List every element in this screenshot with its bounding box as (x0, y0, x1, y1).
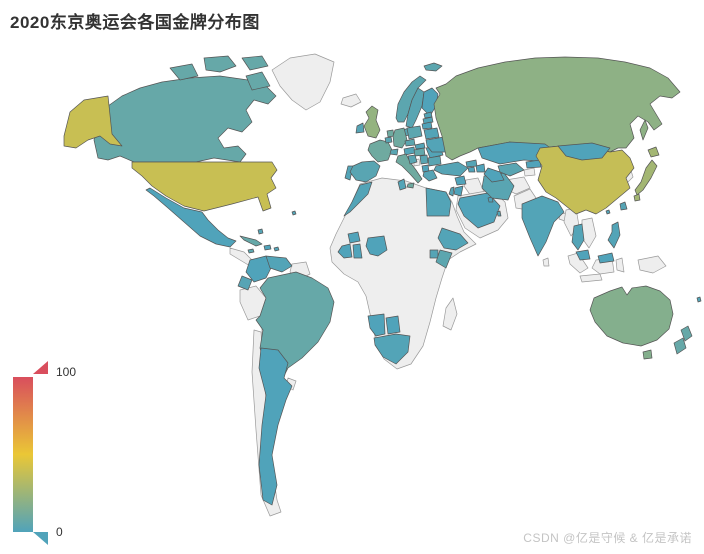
country-new-zealand-south[interactable] (673, 337, 687, 355)
country-uganda[interactable] (429, 249, 439, 259)
country-croatia[interactable] (407, 154, 418, 165)
country-new-zealand-north[interactable] (680, 325, 693, 342)
watermark-text: CSDN @亿是守候 & 亿是承诺 (523, 531, 692, 545)
region-new-guinea[interactable] (637, 255, 667, 274)
country-russia-sakhalin[interactable] (639, 119, 649, 141)
country-philippines[interactable] (607, 221, 621, 249)
country-norway[interactable] (395, 75, 427, 123)
country-belgium[interactable] (384, 136, 393, 144)
visualmap-gradient-bar[interactable] (13, 377, 33, 532)
country-nigeria[interactable] (365, 235, 388, 257)
country-russia[interactable] (433, 56, 681, 161)
country-united-kingdom[interactable] (363, 105, 381, 139)
country-fiji[interactable] (696, 296, 702, 303)
country-botswana[interactable] (385, 315, 401, 335)
country-argentina[interactable] (258, 347, 293, 506)
country-serbia[interactable] (419, 154, 429, 165)
country-ireland[interactable] (355, 122, 365, 134)
region-sri-lanka[interactable] (542, 257, 550, 267)
country-italy[interactable] (395, 153, 423, 184)
country-australia-tasmania[interactable] (642, 349, 653, 360)
country-namibia[interactable] (367, 313, 386, 337)
country-canada-arctic-1[interactable] (169, 63, 199, 81)
country-belarus[interactable] (423, 127, 440, 140)
country-puerto-rico[interactable] (273, 246, 280, 252)
country-mexico[interactable] (145, 187, 237, 248)
country-greece[interactable] (422, 169, 438, 182)
country-india[interactable] (521, 195, 565, 257)
country-israel[interactable] (448, 186, 455, 197)
country-kyrgyzstan[interactable] (525, 159, 542, 169)
country-dominican-republic[interactable] (263, 244, 272, 251)
country-egypt[interactable] (425, 187, 452, 217)
country-kuwait[interactable] (487, 196, 494, 203)
country-morocco[interactable] (343, 181, 373, 217)
country-bulgaria[interactable] (427, 155, 442, 167)
country-qatar[interactable] (496, 210, 502, 217)
visualmap-min-label: 0 (56, 525, 63, 539)
country-japan-kyushu[interactable] (633, 193, 641, 202)
region-madagascar[interactable] (442, 297, 458, 331)
country-burkina-faso[interactable] (347, 231, 361, 244)
country-spain[interactable] (349, 160, 381, 183)
country-australia[interactable] (589, 285, 674, 347)
region-africa-nodata[interactable] (329, 177, 477, 370)
country-germany[interactable] (392, 127, 408, 149)
region-iceland[interactable] (340, 93, 362, 108)
country-japan-honshu[interactable] (634, 159, 658, 196)
country-poland[interactable] (406, 125, 423, 140)
country-kenya[interactable] (435, 249, 453, 269)
country-malaysia-borneo[interactable] (597, 252, 615, 264)
region-greenland[interactable] (271, 53, 335, 111)
country-venezuela[interactable] (265, 255, 293, 273)
country-ghana[interactable] (352, 243, 363, 259)
visualmap-max-label: 100 (56, 365, 77, 379)
country-jordan[interactable] (453, 185, 464, 197)
country-azerbaijan[interactable] (475, 163, 486, 173)
country-mongolia[interactable] (557, 142, 611, 161)
region-indochina[interactable] (581, 217, 597, 249)
country-hungary[interactable] (413, 147, 426, 157)
country-hong-kong[interactable] (605, 209, 611, 215)
country-japan-hokkaido[interactable] (647, 146, 660, 158)
country-turkmenistan[interactable] (483, 167, 505, 183)
visualmap-max-handle[interactable] (33, 361, 48, 374)
country-thailand[interactable] (571, 223, 585, 251)
country-svalbard[interactable] (423, 62, 443, 72)
country-lithuania[interactable] (421, 121, 433, 130)
region-sulawesi[interactable] (615, 257, 625, 273)
region-tajikistan[interactable] (523, 167, 536, 177)
country-usa-alaska[interactable] (63, 95, 123, 149)
region-java[interactable] (579, 273, 603, 283)
country-armenia[interactable] (467, 166, 476, 173)
country-ethiopia[interactable] (437, 227, 469, 251)
country-taiwan[interactable] (619, 201, 628, 211)
country-bermuda[interactable] (291, 210, 297, 216)
country-france[interactable] (367, 139, 393, 163)
country-syria[interactable] (454, 175, 467, 186)
country-canada-arctic-2[interactable] (203, 55, 237, 73)
country-ecuador[interactable] (237, 275, 253, 291)
country-malaysia[interactable] (575, 249, 591, 261)
country-cuba[interactable] (239, 235, 263, 247)
country-cote-divoire[interactable] (337, 243, 353, 259)
country-tunisia[interactable] (397, 178, 407, 191)
country-italy-sicily[interactable] (406, 182, 415, 189)
country-uzbekistan[interactable] (497, 162, 525, 177)
country-bahamas[interactable] (257, 228, 264, 235)
country-south-africa[interactable] (373, 333, 411, 365)
country-slovakia[interactable] (414, 142, 426, 150)
country-canada-arctic-3[interactable] (241, 55, 269, 71)
page-title: 2020东京奥运会各国金牌分布图 (10, 13, 260, 32)
country-canada-arctic-4[interactable] (245, 71, 271, 91)
country-switzerland[interactable] (389, 148, 399, 156)
country-turkey[interactable] (433, 161, 469, 177)
region-sumatra[interactable] (567, 252, 589, 274)
country-usa[interactable] (131, 161, 278, 212)
country-jamaica[interactable] (247, 248, 255, 254)
country-georgia[interactable] (465, 159, 478, 168)
visualmap-min-handle[interactable] (33, 532, 48, 545)
country-canada[interactable] (93, 75, 277, 163)
